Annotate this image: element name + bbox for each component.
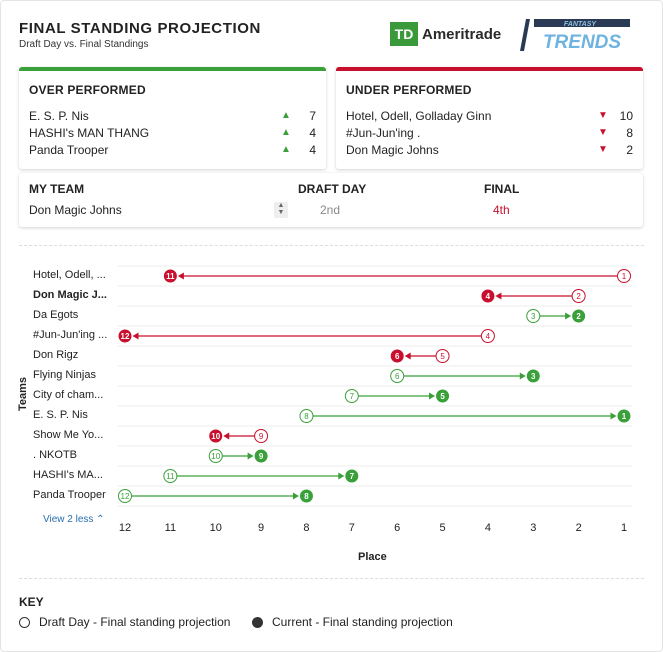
under-row-name: Don Magic Johns (346, 143, 439, 157)
draft-day-value: 2nd (320, 203, 341, 217)
final-value: 4th (493, 203, 510, 217)
fantasy-trends-logo: FANTASY TRENDS (520, 19, 630, 51)
under-row-value: 10 (619, 109, 633, 123)
down-arrow-icon: ▼ (598, 144, 608, 155)
my-team-label: MY TEAM (29, 182, 85, 196)
outline-circle-icon (19, 616, 30, 628)
team-label: City of cham... (33, 389, 104, 401)
team-label: Panda Trooper (33, 489, 106, 501)
key-draft-label: Draft Day - Final standing projection (39, 615, 231, 629)
team-label: Da Egots (33, 309, 79, 321)
x-axis-title: Place (358, 551, 387, 563)
down-arrow-icon: ▼ (598, 127, 608, 138)
over-performed-title: OVER PERFORMED (29, 83, 146, 97)
td-logo-word: Ameritrade (422, 25, 502, 43)
team-label: Don Rigz (33, 349, 79, 361)
team-label: . NKOTB (33, 449, 78, 461)
y-axis-title: Teams (17, 376, 30, 412)
over-row-name: E. S. P. Nis (29, 109, 89, 123)
x-tick-label: 10 (209, 522, 222, 534)
x-tick-label: 12 (118, 522, 132, 534)
filled-circle-icon (252, 616, 263, 628)
x-tick-label: 3 (530, 522, 537, 534)
up-arrow-icon: ▲ (281, 110, 291, 121)
ft-logo-top: FANTASY (564, 21, 597, 28)
x-tick-label: 4 (484, 522, 491, 534)
under-row-value: 2 (626, 143, 633, 157)
team-label: Hotel, Odell, ... (33, 269, 106, 281)
page-title: FINAL STANDING PROJECTION (19, 20, 261, 37)
my-team-card (19, 173, 643, 227)
up-arrow-icon: ▲ (281, 127, 291, 138)
draft-day-label: DRAFT DAY (298, 182, 367, 196)
page-subtitle: Draft Day vs. Final Standings (19, 39, 149, 50)
down-arrow-icon: ▼ (598, 110, 608, 121)
up-arrow-icon: ▲ (281, 144, 291, 155)
under-row-name: Hotel, Odell, Golladay Ginn (346, 109, 492, 123)
key-current: Current - Final standing projection (252, 615, 453, 629)
my-team-select[interactable]: Don Magic Johns (29, 203, 122, 217)
x-tick-label: 11 (164, 522, 177, 534)
key-current-label: Current - Final standing projection (272, 615, 453, 629)
team-label: Flying Ninjas (33, 369, 96, 381)
team-label: Show Me Yo... (33, 429, 104, 441)
over-row-value: 7 (309, 109, 316, 123)
team-label: #Jun-Jun'ing ... (33, 329, 108, 341)
x-tick-label: 6 (394, 522, 401, 534)
over-row-name: HASHI's MAN THANG (29, 126, 150, 140)
team-label: E. S. P. Nis (33, 409, 88, 421)
x-tick-label: 8 (303, 522, 310, 534)
over-row-name: Panda Trooper (29, 143, 109, 157)
x-tick-label: 2 (575, 522, 582, 534)
team-label: HASHI's MA... (33, 469, 103, 481)
x-tick-label: 9 (258, 522, 265, 534)
key-title: KEY (19, 595, 44, 609)
ft-logo-bottom: TRENDS (543, 32, 621, 51)
x-tick-label: 1 (620, 522, 628, 534)
under-row-value: 8 (626, 126, 633, 140)
divider (19, 578, 644, 579)
x-tick-label: 5 (439, 522, 446, 534)
divider (19, 245, 644, 246)
over-row-value: 4 (309, 126, 316, 140)
team-label: Don Magic J... (33, 289, 107, 301)
final-label: FINAL (484, 182, 520, 196)
team-select-stepper-icon[interactable]: ▲ ▼ (274, 202, 288, 218)
td-logo-mark: TD (390, 22, 418, 46)
under-performed-card: UNDER PERFORMED Hotel, Odell, Golladay G… (336, 67, 643, 169)
over-performed-card: OVER PERFORMED E. S. P. Nis ▲ 7 HASHI's … (19, 67, 326, 169)
over-row-value: 4 (309, 143, 316, 157)
under-performed-title: UNDER PERFORMED (346, 83, 472, 97)
under-row-name: #Jun-Jun'ing . (346, 126, 421, 140)
td-ameritrade-logo: TD Ameritrade (390, 22, 501, 46)
view-less-link[interactable]: View 2 less ⌃ (43, 514, 105, 525)
x-tick-label: 7 (348, 522, 355, 534)
key-draft-day: Draft Day - Final standing projection (19, 615, 230, 629)
